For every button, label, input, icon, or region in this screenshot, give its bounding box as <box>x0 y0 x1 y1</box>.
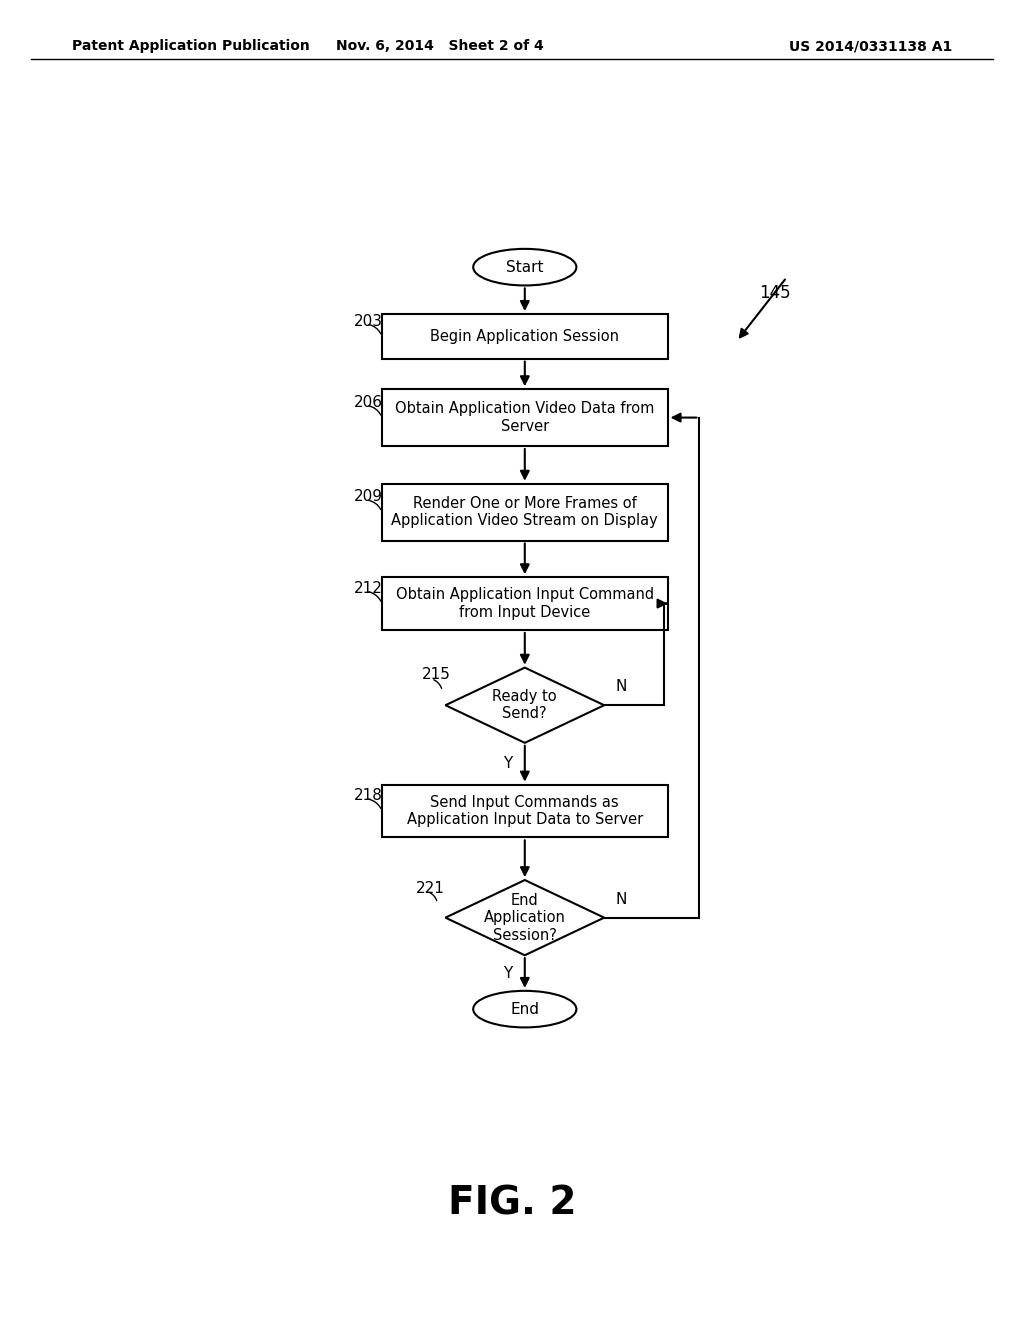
Text: N: N <box>615 680 628 694</box>
Text: 203: 203 <box>354 314 383 329</box>
Text: 145: 145 <box>759 284 791 301</box>
Text: Y: Y <box>503 756 512 771</box>
Text: Y: Y <box>503 965 512 981</box>
Text: N: N <box>615 892 628 907</box>
Text: End
Application
Session?: End Application Session? <box>484 892 565 942</box>
Text: 209: 209 <box>354 490 383 504</box>
Polygon shape <box>445 668 604 743</box>
Bar <box>382 314 668 359</box>
Text: 221: 221 <box>416 880 445 896</box>
Text: Obtain Application Input Command
from Input Device: Obtain Application Input Command from In… <box>395 587 654 620</box>
Text: 206: 206 <box>354 395 383 409</box>
Bar <box>382 389 668 446</box>
Text: Obtain Application Video Data from
Server: Obtain Application Video Data from Serve… <box>395 401 654 434</box>
Text: 212: 212 <box>354 581 383 595</box>
Bar <box>382 483 668 541</box>
Bar <box>382 784 668 837</box>
Ellipse shape <box>473 249 577 285</box>
Text: Patent Application Publication: Patent Application Publication <box>72 40 309 53</box>
Text: Begin Application Session: Begin Application Session <box>430 329 620 343</box>
Text: Ready to
Send?: Ready to Send? <box>493 689 557 722</box>
Text: End: End <box>510 1002 540 1016</box>
Text: Send Input Commands as
Application Input Data to Server: Send Input Commands as Application Input… <box>407 795 643 828</box>
Text: Start: Start <box>506 260 544 275</box>
Bar <box>382 577 668 630</box>
Text: Nov. 6, 2014   Sheet 2 of 4: Nov. 6, 2014 Sheet 2 of 4 <box>337 40 544 53</box>
Text: US 2014/0331138 A1: US 2014/0331138 A1 <box>790 40 952 53</box>
Ellipse shape <box>473 991 577 1027</box>
Text: Render One or More Frames of
Application Video Stream on Display: Render One or More Frames of Application… <box>391 496 658 528</box>
Polygon shape <box>445 880 604 956</box>
Text: 215: 215 <box>422 667 451 682</box>
Text: FIG. 2: FIG. 2 <box>447 1185 577 1222</box>
Text: 218: 218 <box>354 788 383 803</box>
